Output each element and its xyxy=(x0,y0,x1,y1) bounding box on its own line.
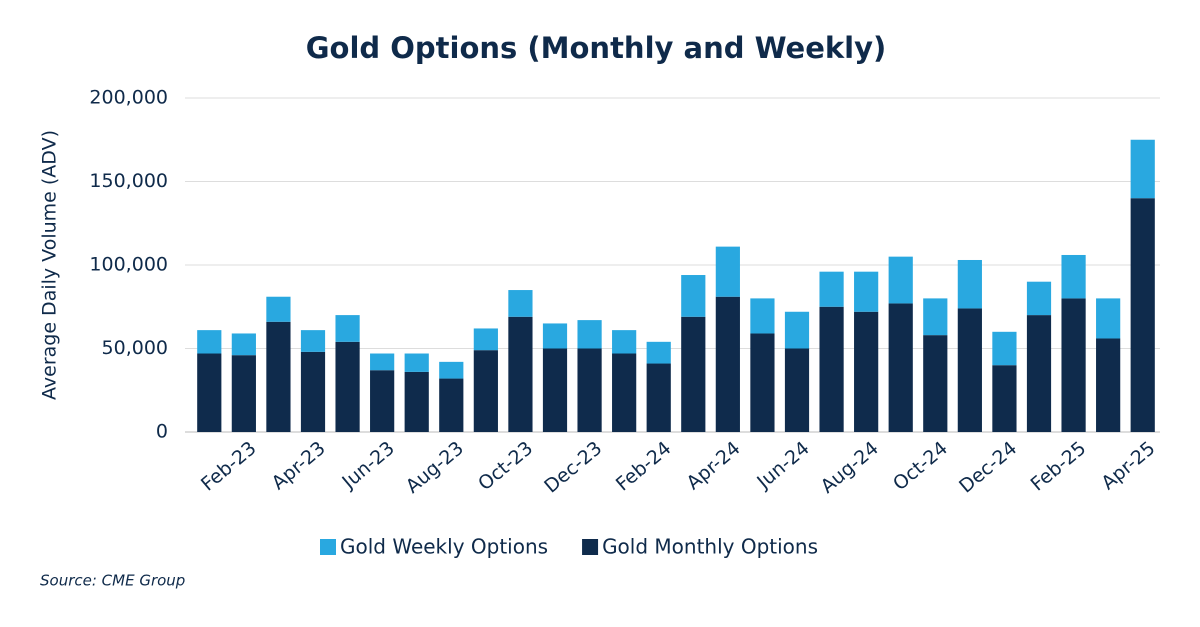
bar-segment xyxy=(715,296,740,432)
bar-segment xyxy=(577,320,602,349)
x-tick-label: Oct-23 xyxy=(474,437,537,495)
chart-title: Gold Options (Monthly and Weekly) xyxy=(306,31,887,65)
bar-segment xyxy=(612,353,637,432)
bar-segment xyxy=(542,323,568,349)
x-tick-label: Jun-23 xyxy=(337,437,398,494)
bar-segment xyxy=(439,361,464,379)
y-axis-label: Average Daily Volume (ADV) xyxy=(39,130,61,400)
x-tick-label: Apr-24 xyxy=(682,437,744,494)
x-tick-label: Apr-25 xyxy=(1097,437,1159,494)
bar-segment xyxy=(404,353,429,372)
x-tick-label: Aug-23 xyxy=(402,437,468,498)
bar-segment xyxy=(197,330,222,354)
bar-segment xyxy=(681,275,706,317)
x-tick-label: Dec-24 xyxy=(955,437,1021,497)
bar-segment xyxy=(266,296,291,322)
bar-segment xyxy=(923,298,948,336)
source: Source: CME Group xyxy=(40,572,185,590)
bar-segment xyxy=(542,348,568,432)
bar-segment xyxy=(300,351,326,432)
bar-segment xyxy=(646,363,671,432)
bar-segment xyxy=(854,271,879,312)
y-tick-label: 0 xyxy=(156,421,168,443)
x-tick-label: Feb-24 xyxy=(612,437,676,495)
bar-segment xyxy=(473,350,498,432)
bar-segment xyxy=(750,298,775,334)
bar-segment xyxy=(1096,298,1121,339)
bar-segment xyxy=(1026,315,1052,432)
bar-segment xyxy=(335,315,360,342)
bar-segment xyxy=(992,365,1017,432)
bar-segment xyxy=(508,290,533,317)
bar-segment xyxy=(266,321,291,432)
x-tick-label: Dec-23 xyxy=(540,437,606,497)
bar-segment xyxy=(612,330,637,354)
bar-segment xyxy=(370,370,395,432)
bar-segment xyxy=(888,256,913,304)
y-tick-label: 50,000 xyxy=(102,337,168,359)
bar-segment xyxy=(1130,139,1155,199)
x-tick-label: Feb-23 xyxy=(197,437,261,495)
bar-segment xyxy=(1026,281,1052,316)
bar-segment xyxy=(854,311,879,432)
bar-segment xyxy=(819,271,844,307)
bar-segment xyxy=(1061,298,1086,432)
bar-segment xyxy=(335,341,360,432)
y-tick-label: 150,000 xyxy=(89,170,168,192)
x-tick-label: Jun-24 xyxy=(752,437,813,494)
bar-segment xyxy=(646,341,671,364)
bar-segment xyxy=(1130,198,1155,432)
bar-segment xyxy=(681,316,706,432)
bar-segment xyxy=(231,355,256,432)
bar-segment xyxy=(784,311,810,349)
y-tick-label: 200,000 xyxy=(89,87,168,109)
legend-label: Gold Weekly Options xyxy=(340,535,548,559)
bar-segment xyxy=(784,348,810,432)
legend-swatch xyxy=(582,539,599,555)
bar-segment xyxy=(197,353,222,432)
bar-segment xyxy=(750,333,775,432)
bar-segment xyxy=(957,259,982,309)
y-tick-label: 100,000 xyxy=(89,254,168,276)
legend-label: Gold Monthly Options xyxy=(602,535,818,559)
bar-segment xyxy=(404,371,429,432)
bar-segment xyxy=(1096,338,1121,432)
bar-segment xyxy=(819,306,844,432)
x-tick-label: Feb-25 xyxy=(1027,437,1091,495)
bar-segment xyxy=(231,333,256,356)
bar-segment xyxy=(923,335,948,432)
legend-swatch xyxy=(320,539,336,555)
bar-segment xyxy=(577,348,602,432)
bar-segment xyxy=(508,316,533,432)
x-tick-label: Aug-24 xyxy=(817,437,883,498)
bar-segment xyxy=(1061,254,1086,299)
bar-segment xyxy=(715,246,740,297)
bar-segment xyxy=(957,308,982,432)
bar-segment xyxy=(473,328,498,351)
bar-segment xyxy=(888,303,913,432)
x-tick-label: Apr-23 xyxy=(268,437,330,494)
bar-segment xyxy=(300,330,326,352)
bar-segment xyxy=(370,353,395,371)
x-tick-label: Oct-24 xyxy=(889,437,952,495)
bar-segment xyxy=(992,331,1017,366)
bar-segment xyxy=(439,378,464,432)
